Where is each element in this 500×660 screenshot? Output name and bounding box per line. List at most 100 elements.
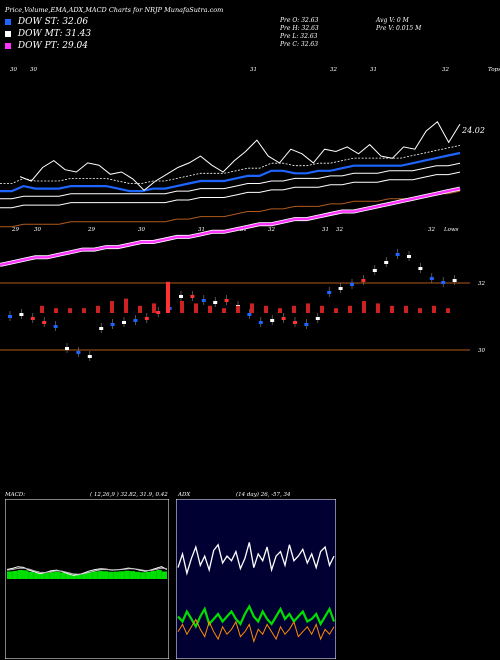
legend-label-mt: DOW MT: 31.43 (17, 29, 92, 39)
macd-histogram-bar (60, 572, 66, 579)
page-title: Price,Volume,EMA,ADX,MACD Charts for NRJ… (5, 6, 224, 14)
candle (395, 253, 400, 256)
bottom-date-label: 29 (87, 227, 95, 233)
candle (338, 287, 343, 290)
top-date-label: 30 (30, 67, 37, 73)
candle (76, 351, 81, 354)
candle (361, 279, 366, 282)
legend-dow-mt: DOW MT: 31.43 (5, 29, 91, 39)
bottom-date-label: 29 (11, 227, 19, 233)
macd-histogram-bar (92, 571, 98, 579)
top-date-label: 31 (370, 67, 377, 73)
volume-bar (222, 308, 226, 313)
volume-bar (110, 301, 114, 313)
candle (372, 269, 377, 272)
candle (258, 321, 263, 324)
candle (293, 321, 297, 324)
macd-histogram-bar (140, 572, 146, 579)
last-value-label: 24.02 (461, 126, 485, 135)
legend-swatch-pt (5, 42, 11, 49)
stat-pre-close: Pre C: 32.63 (280, 41, 319, 48)
macd-histogram-bar (81, 573, 87, 579)
macd-histogram-bar (151, 570, 157, 579)
macd-histogram-bar (33, 572, 39, 579)
adx-label: ADX (178, 492, 191, 498)
volume-bar (446, 308, 450, 313)
macd-histogram-bar (7, 571, 13, 579)
legend-label-st: DOW ST: 32.06 (17, 17, 89, 27)
volume-bar (306, 303, 310, 313)
volume-bar (320, 305, 324, 313)
macd-signal-line (6, 567, 168, 575)
candle (270, 319, 275, 322)
volume-bar (264, 305, 268, 313)
bottom-date-label: 30 (34, 227, 41, 233)
bottom-date-label: 31 (198, 227, 205, 233)
stat-avg-volume: Avg V: 0 M (376, 17, 409, 24)
candle (122, 321, 126, 324)
volume-bar (68, 308, 72, 313)
candle (407, 255, 411, 258)
macd-histogram-bar (44, 573, 50, 579)
volume-bar (180, 301, 184, 313)
adx-minus-di-line (177, 618, 335, 644)
macd-histogram-bar (23, 570, 29, 579)
macd-histogram-bar (156, 570, 162, 579)
candle (156, 311, 161, 314)
top-date-label: 32 (330, 67, 337, 73)
ema-long-line (0, 190, 461, 228)
bottom-date-label: 31 (322, 227, 329, 233)
candle (315, 317, 320, 320)
volume-bar (152, 303, 156, 313)
legend-swatch-mt (5, 30, 11, 37)
top-date-label: Tops (488, 67, 500, 73)
candle (384, 261, 389, 264)
volume-bar (54, 308, 58, 313)
candle (247, 313, 252, 316)
volume-bar (138, 305, 142, 313)
candle (8, 315, 12, 318)
macd-panel (5, 499, 169, 659)
macd-histogram-bar (129, 571, 135, 579)
macd-histogram-bar (97, 571, 103, 579)
ema-st-dashed-line (0, 145, 461, 184)
volume-bar (82, 308, 86, 313)
volume-bar (278, 308, 282, 313)
candle (110, 323, 115, 326)
candle (304, 323, 309, 326)
volume-bar (40, 305, 44, 313)
macd-histogram-bar (49, 572, 55, 579)
adx-params: (14 day) 26, -57, 34 (236, 492, 291, 498)
bottom-date-label: 32 (336, 227, 343, 233)
candle (133, 319, 138, 322)
volume-bar (348, 305, 352, 313)
candle (281, 317, 286, 320)
adx-plus-di-line (177, 604, 336, 629)
stat-pre-open: Pre O: 32.63 (280, 17, 319, 24)
volume-bar (404, 305, 408, 313)
legend-dow-st: DOW ST: 32.06 (5, 17, 88, 27)
volume-bar (236, 305, 240, 313)
price-mark-30: 30 (478, 348, 485, 354)
ema-pt-line (0, 187, 461, 267)
macd-histogram-bar (55, 571, 61, 579)
volume-bar (376, 303, 380, 313)
volume-bar (432, 305, 436, 313)
candle (350, 283, 354, 286)
candle (224, 299, 229, 302)
candle (190, 295, 195, 298)
ema-st-line (0, 151, 461, 193)
volume-bar (194, 303, 198, 313)
macd-histogram-bar (103, 571, 109, 579)
price-line (19, 121, 461, 191)
bottom-date-label: 32 (268, 227, 275, 233)
volume-bar (208, 305, 212, 313)
price-mark-32: 32 (478, 281, 485, 287)
volume-bar (166, 281, 170, 313)
volume-bar (334, 308, 338, 313)
candle (19, 313, 24, 316)
candle (441, 281, 446, 284)
legend-dow-pt: DOW PT: 29.04 (5, 41, 88, 51)
stat-pre-high: Pre H: 32.63 (280, 25, 319, 32)
